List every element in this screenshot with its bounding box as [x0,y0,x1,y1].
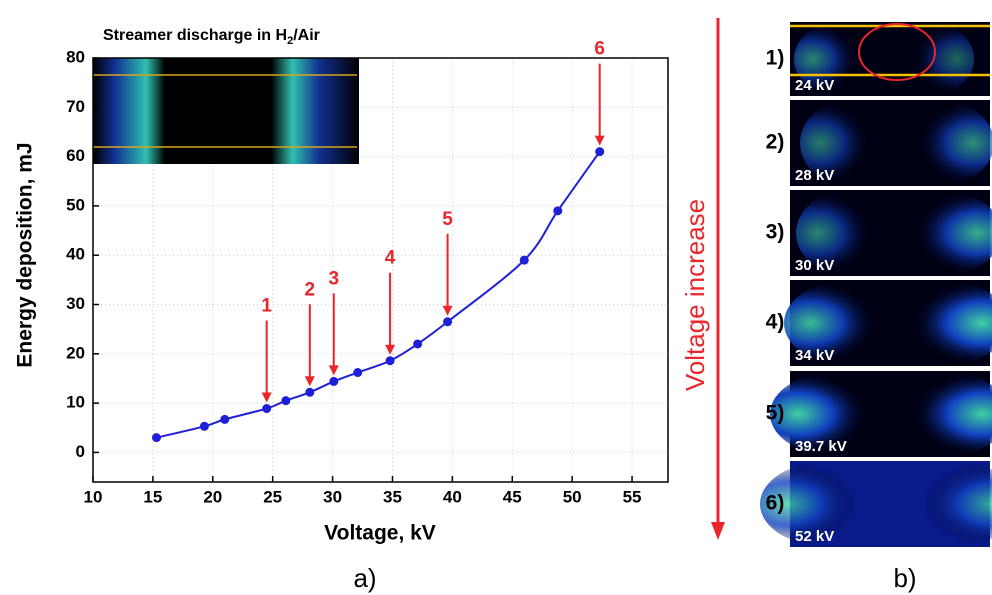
inset-title: Streamer discharge in H2/Air [103,27,320,47]
y-tick-label: 30 [66,294,85,313]
frame-voltage: 24 kV [795,77,834,94]
frame-label: 3) [766,221,785,244]
data-point [519,255,529,265]
annotation-arrowhead [261,392,272,403]
frame-glow [800,100,900,186]
y-tick-label: 10 [66,393,85,412]
annotation-label: 5 [442,209,453,230]
frame-glow [770,371,910,457]
y-tick-label: 70 [66,97,85,116]
frame-voltage: 28 kV [795,167,834,184]
panel-label: b) [893,563,916,593]
frame-glow [796,190,904,276]
annotation-label: 2 [305,279,316,300]
x-tick-label: 15 [143,487,162,506]
y-tick-label: 20 [66,343,85,362]
y-tick-label: 40 [66,245,85,264]
frame-glow [886,22,974,96]
annotation-arrowhead [594,135,605,146]
data-point [151,433,161,443]
y-tick-label: 60 [66,146,85,165]
annotation-label: 3 [328,268,339,289]
frame-image [784,280,992,366]
y-tick-label: 50 [66,195,85,214]
highlight-circle [858,23,936,81]
frame-image [790,100,992,186]
inset-title-part: Streamer discharge in H [103,27,287,44]
frame-image [760,461,992,547]
annotation-arrowhead [304,376,315,387]
data-point [329,376,339,386]
frame-glow [870,280,992,366]
data-point [553,206,563,216]
inset-title-part: 2 [287,35,293,47]
annotation-label: 4 [385,248,396,269]
y-tick-label: 0 [76,442,85,461]
x-tick-label: 55 [623,487,642,506]
y-axis-label: Energy deposition, mJ [14,142,37,367]
x-tick-label: 30 [323,487,342,506]
inset-title-part: /Air [293,27,320,44]
data-point [595,147,605,157]
frame-voltage: 34 kV [795,347,834,364]
annotation-arrowhead [442,305,453,316]
frame-label: 5) [766,402,785,425]
frame-voltage: 39.7 kV [795,438,847,455]
data-point [413,339,423,349]
x-axis-label: Voltage, kV [324,522,436,545]
frame-label: 6) [766,492,785,515]
frame-glow [870,371,992,457]
data-point [199,421,209,431]
frame-label: 2) [766,131,785,154]
plot-frame [92,57,669,483]
frame-image [790,190,992,276]
data-point [443,317,453,327]
arrow-label: Voltage increase [680,199,710,391]
data-point [353,368,363,378]
data-point [385,356,395,366]
frame-image [770,371,992,457]
data-point [220,414,230,424]
x-tick-label: 10 [84,487,103,506]
inset-image [93,58,359,164]
frame-glow [886,100,992,186]
voltage-arrow [711,18,725,540]
data-point [262,404,272,414]
x-tick-label: 20 [203,487,222,506]
frame-glow [878,190,992,276]
data-point [281,396,291,406]
x-tick-label: 45 [503,487,522,506]
data-point [305,387,315,397]
data-line [156,151,601,439]
frame-voltage: 52 kV [795,528,834,545]
frame-glow [760,461,900,547]
frame-image [790,22,990,96]
frame-label: 4) [766,311,785,334]
x-tick-label: 25 [263,487,282,506]
x-tick-label: 35 [383,487,402,506]
frame-label: 1) [766,47,785,70]
annotation-label: 1 [261,296,272,317]
panel-label: a) [353,563,376,593]
x-tick-label: 40 [443,487,462,506]
annotation-arrowhead [328,365,339,376]
annotation-arrowhead [385,344,396,355]
frame-voltage: 30 kV [795,257,834,274]
annotation-label: 6 [594,39,605,60]
y-tick-label: 80 [66,47,85,66]
x-tick-label: 50 [563,487,582,506]
frame-glow [880,461,992,547]
